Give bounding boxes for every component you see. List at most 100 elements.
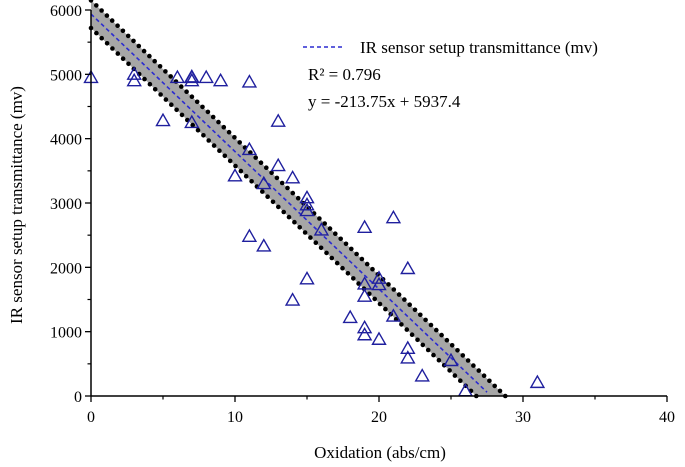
lower-band-dot bbox=[158, 92, 163, 97]
data-point-triangle bbox=[184, 114, 200, 129]
upper-band-dot bbox=[147, 53, 152, 59]
data-point-triangle bbox=[256, 238, 272, 252]
lower-band-dot bbox=[115, 51, 121, 56]
x-tick-label: 0 bbox=[87, 409, 95, 426]
upper-band-dot bbox=[481, 373, 487, 379]
legend-label: IR sensor setup transmittance (mv) bbox=[360, 38, 598, 57]
data-point-triangle bbox=[385, 308, 402, 322]
y-tick-label: 4000 bbox=[50, 132, 82, 149]
upper-band-dot bbox=[152, 58, 157, 64]
lower-band-dot bbox=[308, 235, 313, 240]
upper-band-dot bbox=[402, 297, 407, 302]
lower-band-dot bbox=[110, 46, 115, 51]
upper-band-dot bbox=[444, 337, 450, 343]
upper-band-dot bbox=[104, 13, 110, 18]
y-tick-label: 5000 bbox=[50, 67, 82, 84]
x-tick-label: 10 bbox=[227, 409, 243, 426]
lower-band-dot bbox=[169, 102, 174, 107]
data-point-triangle bbox=[284, 292, 301, 306]
upper-band-dot bbox=[179, 84, 184, 89]
lower-band-dot bbox=[217, 148, 222, 153]
lower-band-dot bbox=[147, 81, 153, 87]
upper-band-dot bbox=[460, 353, 466, 358]
y-axis-label: IR sensor setup transmittance (mv) bbox=[7, 86, 26, 324]
data-point-triangle bbox=[198, 69, 214, 84]
upper-band-dot bbox=[428, 322, 434, 328]
lower-band-dot bbox=[265, 194, 270, 199]
data-point-triangle bbox=[256, 175, 272, 190]
data-point-triangle bbox=[241, 74, 258, 88]
lower-band-dot bbox=[120, 56, 126, 61]
upper-band-dot bbox=[258, 160, 264, 165]
data-point-triangle bbox=[126, 72, 142, 87]
upper-band-dot bbox=[253, 155, 258, 160]
y-tick-label: 2000 bbox=[50, 260, 82, 277]
upper-band-dot bbox=[492, 383, 498, 389]
data-point-triangle bbox=[299, 197, 315, 211]
upper-band-dot bbox=[290, 190, 296, 196]
upper-band-dot bbox=[423, 317, 428, 323]
lower-band-dot bbox=[404, 327, 410, 332]
data-point-triangle bbox=[155, 112, 171, 127]
lower-band-dot bbox=[249, 179, 254, 184]
lower-band-dot bbox=[270, 199, 276, 205]
upper-band-dot bbox=[343, 241, 349, 247]
upper-band-dot bbox=[359, 256, 365, 262]
upper-band-dot bbox=[391, 287, 397, 292]
upper-band-dot bbox=[465, 358, 471, 363]
lower-band-dot bbox=[409, 332, 415, 338]
lower-band-dot bbox=[297, 225, 303, 230]
upper-band-dot bbox=[163, 69, 168, 74]
data-point-triangle bbox=[313, 222, 330, 236]
upper-band-dot bbox=[285, 185, 290, 191]
upper-band-dot bbox=[237, 140, 242, 145]
y-axis-ticks: 0 1000 2000 3000 4000 5000 6000 bbox=[50, 3, 91, 406]
lower-band-dot bbox=[302, 230, 308, 235]
data-point-triangle bbox=[169, 69, 186, 84]
lower-band-dot bbox=[201, 133, 206, 138]
upper-band-dot bbox=[327, 226, 333, 231]
lower-band-dot bbox=[174, 107, 179, 113]
lower-band-dot bbox=[94, 30, 99, 36]
lower-band-dot bbox=[377, 301, 383, 307]
upper-band-dot bbox=[125, 33, 131, 39]
lower-band-dot bbox=[383, 306, 388, 312]
lower-band-dot bbox=[345, 271, 351, 276]
lower-band-dot bbox=[458, 378, 463, 384]
regression-equation-annotation: y = -213.75x + 5937.4 bbox=[308, 92, 461, 111]
lower-band-dot bbox=[281, 209, 287, 215]
data-point-triangle bbox=[299, 271, 315, 285]
upper-band-dot bbox=[269, 170, 274, 176]
data-point-triangle bbox=[284, 169, 301, 184]
upper-band-dot bbox=[141, 48, 147, 54]
lower-band-dot bbox=[399, 322, 404, 327]
x-tick-label: 20 bbox=[371, 409, 387, 426]
r-squared-annotation: R² = 0.796 bbox=[308, 65, 381, 84]
lower-band-dot bbox=[190, 122, 195, 128]
upper-band-dot bbox=[120, 28, 126, 34]
upper-band-dot bbox=[322, 221, 328, 226]
lower-band-dot bbox=[243, 173, 249, 179]
upper-band-dot bbox=[168, 74, 173, 79]
lower-band-dot bbox=[195, 127, 201, 133]
lower-band-dot bbox=[260, 189, 265, 194]
data-point-triangle bbox=[299, 202, 315, 217]
data-point-triangle bbox=[270, 113, 286, 127]
upper-band-dot bbox=[364, 261, 370, 267]
y-tick-label: 6000 bbox=[50, 3, 82, 20]
x-axis-label: Oxidation (abs/cm) bbox=[314, 443, 446, 462]
upper-band-dot bbox=[295, 195, 301, 201]
lower-band-dot bbox=[104, 41, 110, 46]
lower-band-dot bbox=[415, 337, 420, 343]
upper-band-dot bbox=[434, 327, 439, 333]
data-point-triangle bbox=[356, 288, 373, 302]
lower-band-dot bbox=[313, 240, 319, 245]
data-point-triangle bbox=[227, 168, 243, 182]
x-tick-label: 30 bbox=[515, 409, 531, 426]
data-point-triangle bbox=[400, 350, 416, 364]
lower-band-dot bbox=[276, 204, 281, 210]
upper-band-dot bbox=[264, 165, 269, 170]
lower-band-dot bbox=[351, 276, 356, 281]
lower-band-dot bbox=[152, 87, 158, 92]
